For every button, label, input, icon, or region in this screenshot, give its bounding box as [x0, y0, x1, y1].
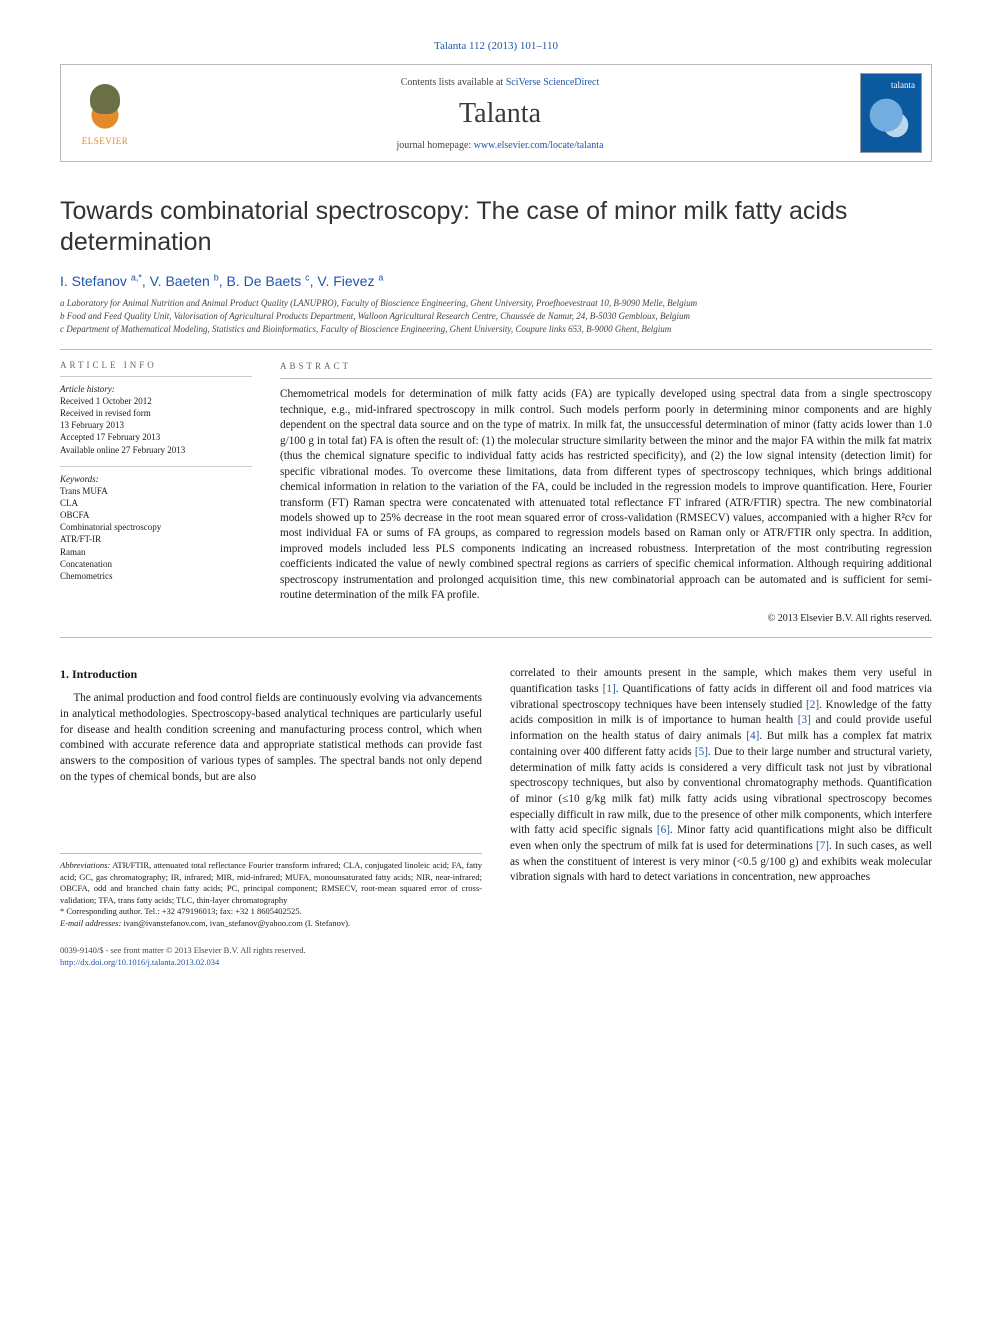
- keywords-block: Keywords: Trans MUFACLAOBCFACombinatoria…: [60, 473, 252, 582]
- header-center: Contents lists available at SciVerse Sci…: [149, 65, 851, 161]
- abstract-copyright: © 2013 Elsevier B.V. All rights reserved…: [280, 612, 932, 626]
- email-label: E-mail addresses:: [60, 918, 121, 928]
- divider-bottom: [60, 637, 932, 638]
- intro-paragraph-right: correlated to their amounts present in t…: [510, 666, 932, 885]
- journal-name: Talanta: [159, 98, 841, 130]
- article-history-label: Article history:: [60, 383, 252, 395]
- affiliation-line: c Department of Mathematical Modeling, S…: [60, 323, 932, 335]
- abstract-text: Chemometrical models for determination o…: [280, 387, 932, 603]
- keyword-line: CLA: [60, 497, 252, 509]
- citation-link[interactable]: [3]: [798, 714, 811, 726]
- issn-line: 0039-9140/$ - see front matter © 2013 El…: [60, 945, 932, 956]
- journal-citation: Talanta 112 (2013) 101–110: [60, 40, 932, 52]
- citation-link[interactable]: [6]: [657, 824, 670, 836]
- article-info-column: ARTICLE INFO Article history: Received 1…: [60, 360, 252, 626]
- cover-art-icon: [867, 96, 915, 144]
- body-columns: 1. Introduction The animal production an…: [60, 666, 932, 929]
- affiliation-line: b Food and Feed Quality Unit, Valorisati…: [60, 310, 932, 322]
- abstract-column: ABSTRACT Chemometrical models for determ…: [280, 360, 932, 626]
- elsevier-tree-icon: [78, 80, 132, 134]
- abbrev-text: ATR/FTIR, attenuated total reflectance F…: [60, 860, 482, 904]
- publisher-logo-cell: ELSEVIER: [61, 65, 149, 161]
- left-column: 1. Introduction The animal production an…: [60, 666, 482, 929]
- citation-link[interactable]: [7]: [816, 840, 829, 852]
- contents-source-link[interactable]: SciVerse ScienceDirect: [506, 77, 600, 88]
- history-line: Available online 27 February 2013: [60, 444, 252, 456]
- contents-lists-line: Contents lists available at SciVerse Sci…: [159, 77, 841, 88]
- page-footer: 0039-9140/$ - see front matter © 2013 El…: [60, 945, 932, 968]
- keyword-line: OBCFA: [60, 509, 252, 521]
- history-line: 13 February 2013: [60, 419, 252, 431]
- corresponding-author-footnote: * Corresponding author. Tel.: +32 479196…: [60, 906, 482, 917]
- footnotes: Abbreviations: ATR/FTIR, attenuated tota…: [60, 853, 482, 929]
- email-addresses: ivan@ivanstefanov.com, ivan_stefanov@yah…: [121, 918, 350, 928]
- affiliation-line: a Laboratory for Animal Nutrition and An…: [60, 297, 932, 309]
- article-info-heading: ARTICLE INFO: [60, 360, 252, 370]
- citation-link[interactable]: [4]: [746, 730, 759, 742]
- journal-homepage-link[interactable]: www.elsevier.com/locate/talanta: [474, 140, 604, 151]
- author-list: I. Stefanov a,*, V. Baeten b, B. De Baet…: [60, 273, 932, 289]
- citation-link[interactable]: [5]: [695, 746, 708, 758]
- contents-prefix: Contents lists available at: [401, 77, 506, 88]
- keywords-label: Keywords:: [60, 473, 252, 485]
- history-line: Received 1 October 2012: [60, 395, 252, 407]
- keyword-line: Raman: [60, 546, 252, 558]
- divider-top: [60, 349, 932, 350]
- abstract-heading: ABSTRACT: [280, 360, 932, 372]
- cover-label: talanta: [891, 80, 915, 90]
- keyword-line: ATR/FT-IR: [60, 533, 252, 545]
- info-abstract-row: ARTICLE INFO Article history: Received 1…: [60, 360, 932, 626]
- article-title: Towards combinatorial spectroscopy: The …: [60, 196, 932, 259]
- citation-link[interactable]: [2]: [806, 699, 819, 711]
- abbreviations-footnote: Abbreviations: ATR/FTIR, attenuated tota…: [60, 860, 482, 906]
- right-column: correlated to their amounts present in t…: [510, 666, 932, 929]
- article-history-block: Article history: Received 1 October 2012…: [60, 383, 252, 456]
- publisher-name: ELSEVIER: [82, 136, 129, 146]
- journal-homepage-line: journal homepage: www.elsevier.com/locat…: [159, 140, 841, 151]
- keyword-line: Combinatorial spectroscopy: [60, 521, 252, 533]
- affiliations: a Laboratory for Animal Nutrition and An…: [60, 297, 932, 335]
- history-line: Accepted 17 February 2013: [60, 431, 252, 443]
- keyword-line: Concatenation: [60, 558, 252, 570]
- abbrev-label: Abbreviations:: [60, 860, 110, 870]
- journal-header: ELSEVIER Contents lists available at Sci…: [60, 64, 932, 162]
- journal-cover-cell: talanta: [851, 65, 931, 161]
- intro-paragraph-left: The animal production and food control f…: [60, 691, 482, 785]
- email-footnote: E-mail addresses: ivan@ivanstefanov.com,…: [60, 918, 482, 929]
- page: Talanta 112 (2013) 101–110 ELSEVIER Cont…: [0, 0, 992, 998]
- keyword-line: Trans MUFA: [60, 485, 252, 497]
- homepage-prefix: journal homepage:: [396, 140, 473, 151]
- elsevier-logo: ELSEVIER: [78, 80, 132, 146]
- citation-link[interactable]: [1]: [603, 683, 616, 695]
- history-line: Received in revised form: [60, 407, 252, 419]
- doi-link[interactable]: http://dx.doi.org/10.1016/j.talanta.2013…: [60, 957, 932, 968]
- section-1-heading: 1. Introduction: [60, 666, 482, 683]
- keyword-line: Chemometrics: [60, 570, 252, 582]
- journal-cover-thumbnail: talanta: [860, 73, 922, 153]
